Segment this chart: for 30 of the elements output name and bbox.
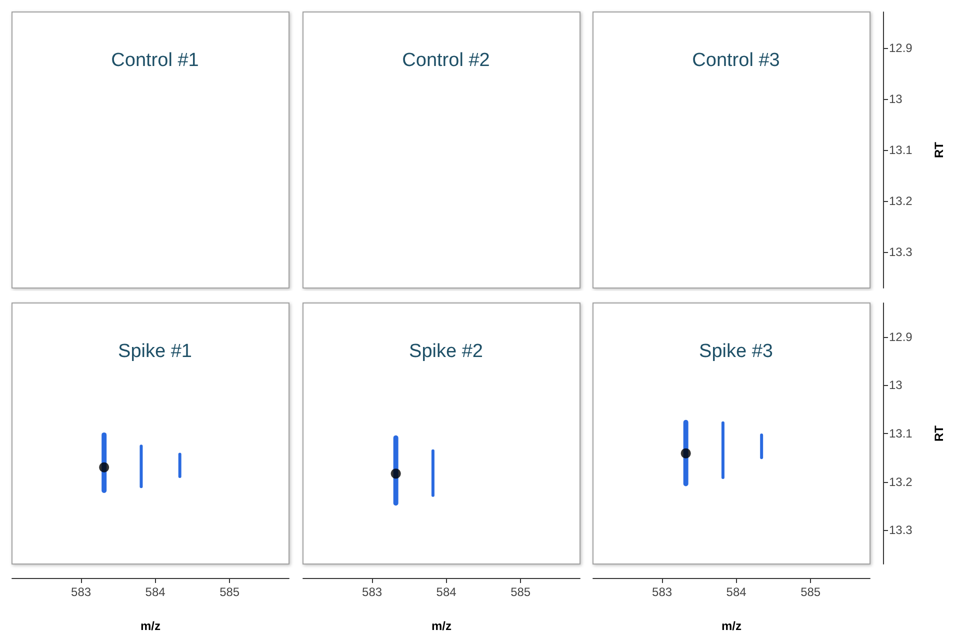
x-tick-label: 583 [71,585,92,599]
y-tick-label: 13.3 [889,245,913,260]
y-tick-label: 13.2 [889,194,913,208]
x-tick-label: 585 [220,585,240,599]
x-tick-label: 585 [800,585,821,599]
x-tick-label: 584 [726,585,747,599]
x-tick-label: 583 [362,585,382,599]
text: Control #1 [111,50,199,71]
x-tick-label: 583 [652,585,672,599]
y-tick-label: 13 [889,378,903,392]
text: Spike #2 [409,341,483,362]
y-axis-title: RT [932,424,946,442]
text: Control #2 [402,50,490,71]
text: Spike #3 [699,341,773,362]
x-axis-title: m/z [431,619,452,633]
y-tick-label: 13.3 [889,523,913,538]
text: Control #3 [692,50,780,71]
text: Spike #1 [118,341,192,362]
x-tick-label: 585 [510,585,531,599]
y-axis-title: RT [932,141,946,158]
x-tick-label: 584 [145,585,166,599]
x-axis-title: m/z [140,619,161,633]
y-tick-label: 13.2 [889,474,913,489]
y-tick-label: 13.1 [889,143,913,157]
x-axis-title: m/z [721,619,742,633]
y-tick-label: 12.9 [889,330,913,344]
x-tick-label: 584 [436,585,457,599]
y-tick-label: 13 [889,92,903,106]
y-tick-label: 13.1 [889,426,913,440]
y-tick-label: 12.9 [889,40,913,55]
